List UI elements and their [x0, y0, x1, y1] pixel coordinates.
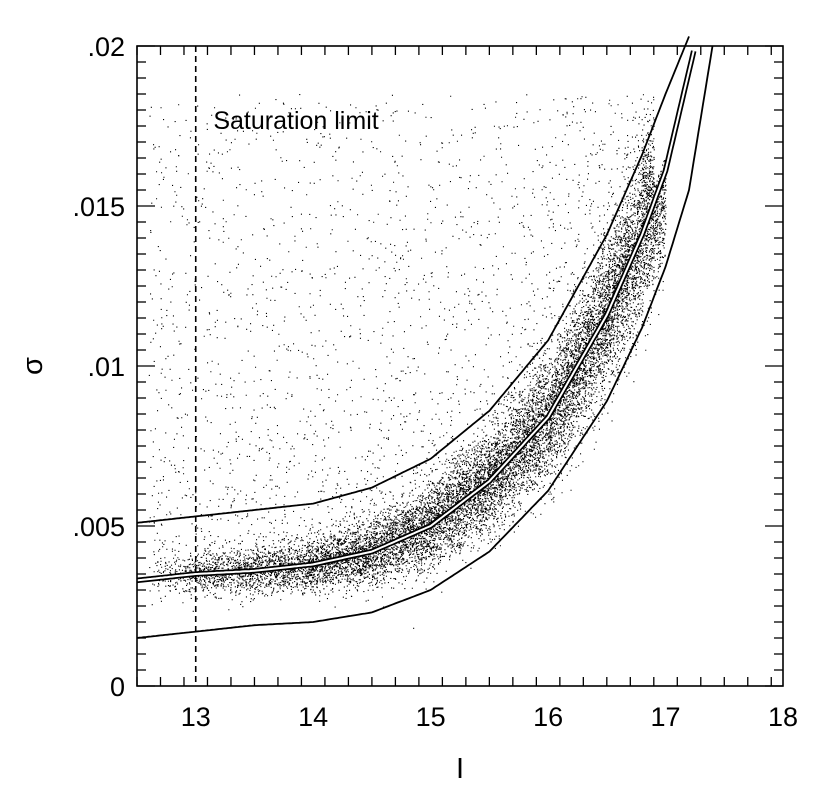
x-tick-label: 17 [651, 702, 681, 732]
scatter-points [148, 94, 667, 629]
upper-curve [136, 36, 690, 524]
x-tick-label: 13 [181, 702, 211, 732]
envelope-curves [136, 36, 714, 639]
x-tick-labels: 13 14 15 16 17 18 [181, 702, 798, 732]
y-tick-label: .015 [72, 192, 125, 222]
x-tick-label: 16 [533, 702, 563, 732]
y-tick-label: .02 [87, 32, 125, 62]
median-curve [136, 50, 695, 582]
y-tick-label: .01 [87, 352, 125, 382]
scatter-point-cloud [148, 94, 667, 629]
y-tick-label: .005 [72, 512, 125, 542]
y-axis-label: σ [17, 357, 49, 375]
saturation-limit-label: Saturation limit [213, 107, 378, 135]
x-axis-label: I [456, 753, 464, 785]
lower-curve [136, 45, 714, 639]
x-tick-label: 18 [768, 702, 798, 732]
x-tick-label: 15 [416, 702, 446, 732]
y-tick-label: 0 [110, 672, 125, 702]
plot-frame [136, 45, 784, 687]
axis-ticks [136, 45, 783, 687]
y-tick-labels: 0 .005 .01 .015 .02 [72, 32, 125, 702]
x-tick-label: 14 [298, 702, 328, 732]
